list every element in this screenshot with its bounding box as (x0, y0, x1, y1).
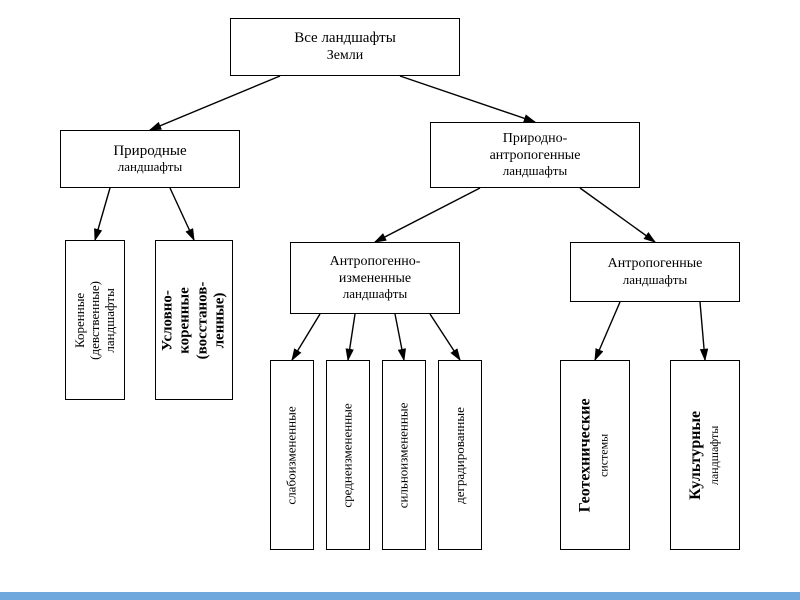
node-anthropogenically-modified: Антропогенно- измененные ландшафты (290, 242, 460, 314)
node-geotechnical: Геотехнические системы (560, 360, 630, 550)
node-root: Все ландшафты Земли (230, 18, 460, 76)
bottom-accent-bar (0, 592, 800, 600)
korennye-label: Коренные (девственные) ландшафты (73, 281, 118, 360)
natanthro-title2: антропогенные (490, 148, 581, 164)
sredne-label: среднеизмененные (341, 403, 356, 507)
node-anthropogenic: Антропогенные ландшафты (570, 242, 740, 302)
node-natural: Природные ландшафты (60, 130, 240, 188)
slabo-label: слабоизмененные (285, 406, 300, 504)
node-sredne: среднеизмененные (326, 360, 370, 550)
node-uslovno-korennye: Условно- коренные (восстанов- ленные) (155, 240, 233, 400)
anthro-title: Антропогенные (608, 256, 703, 272)
cultural-label: Культурные ландшафты (687, 411, 724, 500)
node-cultural: Культурные ландшафты (670, 360, 740, 550)
anthmod-subtitle: ландшафты (330, 287, 421, 302)
geotech-label: Геотехнические системы (577, 398, 614, 512)
anthro-subtitle: ландшафты (608, 273, 703, 288)
node-degrad: деградированные (438, 360, 482, 550)
natanthro-subtitle: ландшафты (490, 164, 581, 179)
node-slabo: слабоизмененные (270, 360, 314, 550)
degrad-label: деградированные (453, 407, 468, 504)
uslovno-label: Условно- коренные (восстанов- ленные) (160, 281, 229, 359)
silno-label: сильноизмененные (397, 402, 412, 508)
natural-subtitle: ландшафты (113, 160, 186, 175)
root-title: Все ландшафты (294, 30, 396, 47)
anthmod-title1: Антропогенно- (330, 254, 421, 270)
node-korennye: Коренные (девственные) ландшафты (65, 240, 125, 400)
natural-title: Природные (113, 143, 186, 160)
node-silno: сильноизмененные (382, 360, 426, 550)
slide-canvas: Все ландшафты Земли Природные ландшафты … (0, 0, 800, 600)
anthmod-title2: измененные (330, 271, 421, 287)
root-subtitle: Земли (294, 48, 396, 64)
node-natural-anthropogenic: Природно- антропогенные ландшафты (430, 122, 640, 188)
natanthro-title1: Природно- (490, 131, 581, 147)
